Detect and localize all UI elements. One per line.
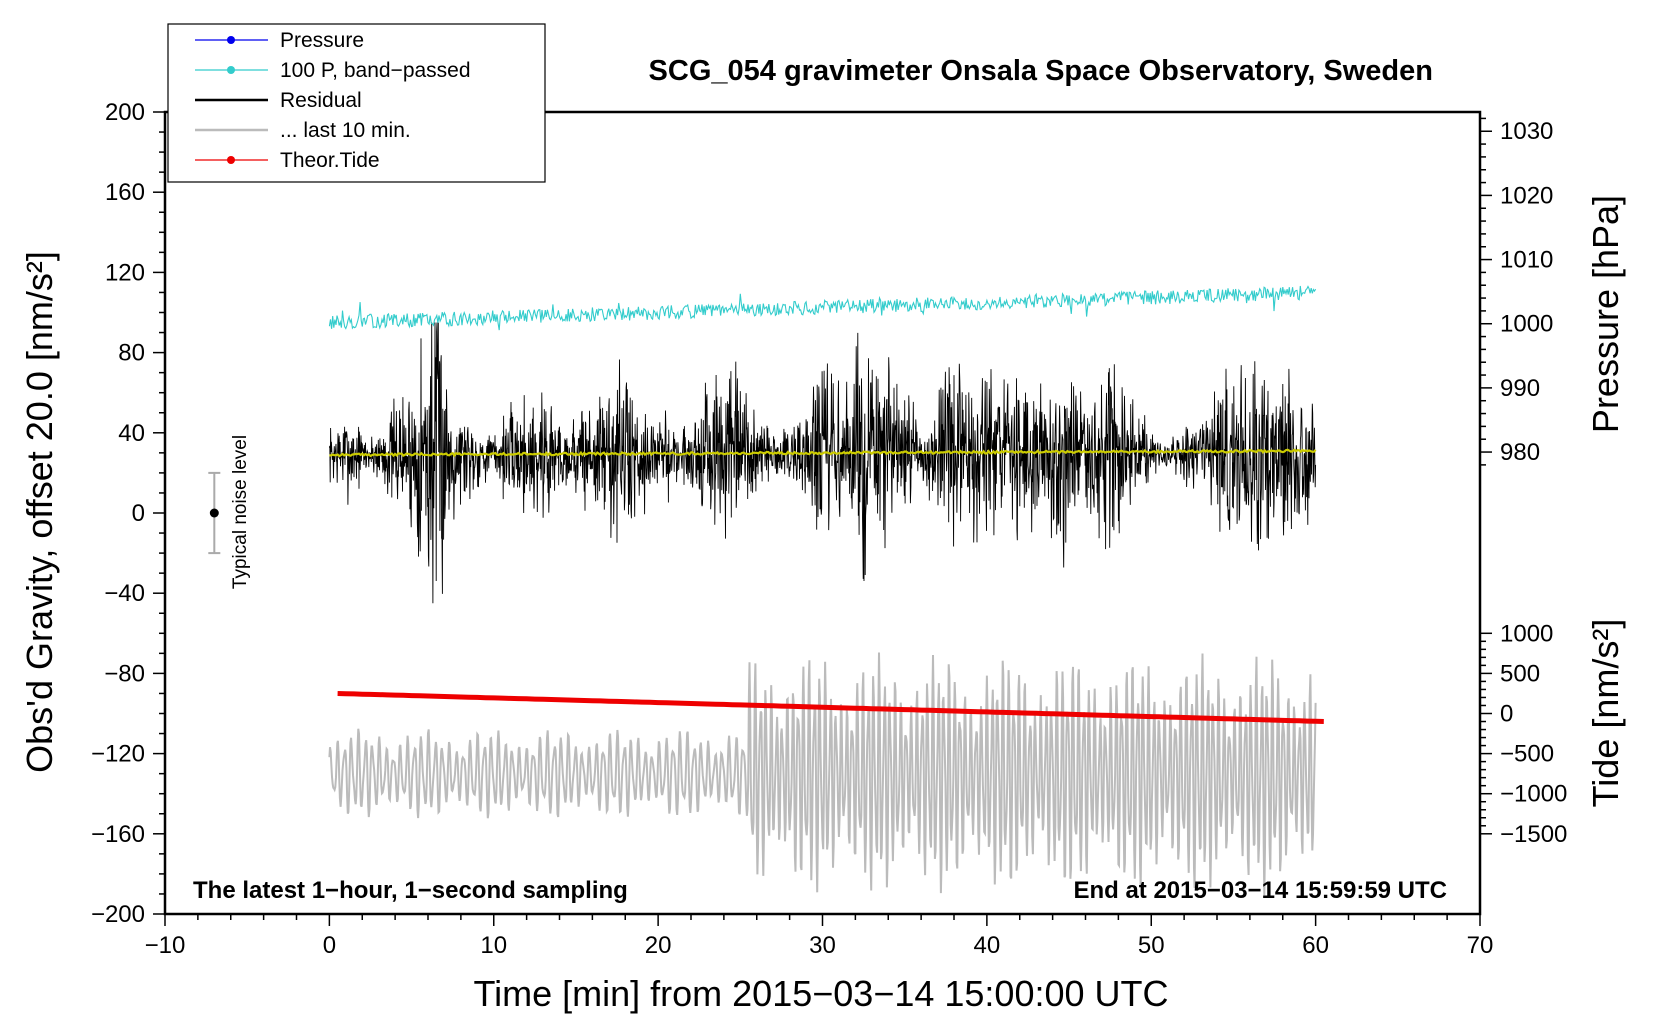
theoretical-tide-line <box>337 691 1324 724</box>
legend-marker <box>227 156 235 164</box>
pressure-tick-label: 1030 <box>1500 118 1553 145</box>
y-axis-left: 200 160 120 80 40 0 −40 −80 −120 −160 −200 <box>91 99 165 928</box>
legend-marker <box>227 66 235 74</box>
x-tick-label: 20 <box>645 932 672 959</box>
tide-tick-label: 1000 <box>1500 620 1553 647</box>
y-left-tick-label: −200 <box>91 901 145 928</box>
y-left-tick-label: −160 <box>91 821 145 848</box>
residual-line <box>328 322 1317 604</box>
y-axis-left-title-text: Obs'd Gravity, offset 20.0 [nm/s²] <box>19 251 60 773</box>
tide-tick-label: 0 <box>1500 701 1513 728</box>
legend-label: Theor.Tide <box>280 149 380 172</box>
noise-dot <box>209 508 219 518</box>
x-tick-label: 70 <box>1467 932 1494 959</box>
chart-title: SCG_054 gravimeter Onsala Space Observat… <box>649 55 1433 87</box>
theoretical-tide-series <box>337 691 1324 724</box>
legend-label: Pressure <box>280 29 364 52</box>
y-left-tick-label: 120 <box>105 259 145 286</box>
end-time-annotation: End at 2015−03−14 15:59:59 UTC <box>1073 877 1447 904</box>
noise-indicator <box>208 471 221 555</box>
residual-smoothed-series <box>329 448 1317 458</box>
last-10-min-line <box>328 652 1317 896</box>
x-tick-label: 50 <box>1138 932 1165 959</box>
y-left-tick-label: −80 <box>104 660 145 687</box>
pressure-tick-label: 990 <box>1500 375 1540 402</box>
pressure-axis-title: Pressure [hPa] <box>1585 195 1626 433</box>
residual-series <box>328 322 1317 604</box>
y-left-tick-label: −40 <box>104 580 145 607</box>
y-left-tick-label: 40 <box>118 420 145 447</box>
legend-box <box>167 23 546 183</box>
pressure-tick-label: 1010 <box>1500 247 1553 274</box>
residual-smoothed-line <box>329 448 1317 458</box>
band-passed-pressure-series <box>328 285 1317 331</box>
x-tick-label: 30 <box>809 932 836 959</box>
sampling-annotation: The latest 1−hour, 1−second sampling <box>193 877 628 904</box>
band-passed-pressure-line <box>328 285 1317 331</box>
last-10-min-series <box>328 652 1317 896</box>
pressure-tick-label: 980 <box>1500 439 1540 466</box>
x-tick-label: 0 <box>323 932 336 959</box>
x-tick-label: 60 <box>1302 932 1329 959</box>
pressure-tick-label: 1000 <box>1500 311 1553 338</box>
y-left-tick-label: 200 <box>105 99 145 126</box>
pressure-axis: 1030 1020 1010 1000 990 980 <box>1480 117 1553 466</box>
x-axis: −10 0 10 20 30 40 50 60 70 <box>145 914 1494 959</box>
y-left-tick-label: 80 <box>118 340 145 367</box>
tide-axis: 1000 500 0 −500 −1000 −1500 <box>1480 620 1567 848</box>
legend-label: Residual <box>280 89 362 112</box>
x-tick-label: 10 <box>480 932 507 959</box>
legend-marker <box>227 36 235 44</box>
legend-label: 100 P, band−passed <box>280 59 471 82</box>
legend-label: ... last 10 min. <box>280 119 411 142</box>
tide-tick-label: −1500 <box>1500 821 1567 848</box>
y-left-tick-label: −120 <box>91 741 145 768</box>
x-tick-label: 40 <box>974 932 1001 959</box>
tide-tick-label: 500 <box>1500 660 1540 687</box>
x-axis-title: Time [min] from 2015−03−14 15:00:00 UTC <box>473 973 1168 1014</box>
tide-axis-title: Tide [nm/s²] <box>1585 619 1626 808</box>
y-axis-left-title: Obs'd Gravity, offset 20.0 [nm/s²] <box>19 251 60 773</box>
noise-label: Typical noise level <box>230 435 251 589</box>
x-tick-label: −10 <box>145 932 186 959</box>
legend: Pressure 100 P, band−passed Residual ... la… <box>167 23 546 183</box>
tide-tick-label: −1000 <box>1500 781 1567 808</box>
pressure-tick-label: 1020 <box>1500 182 1553 209</box>
y-left-tick-label: 0 <box>132 500 145 527</box>
y-left-tick-label: 160 <box>105 179 145 206</box>
tide-tick-label: −500 <box>1500 741 1554 768</box>
